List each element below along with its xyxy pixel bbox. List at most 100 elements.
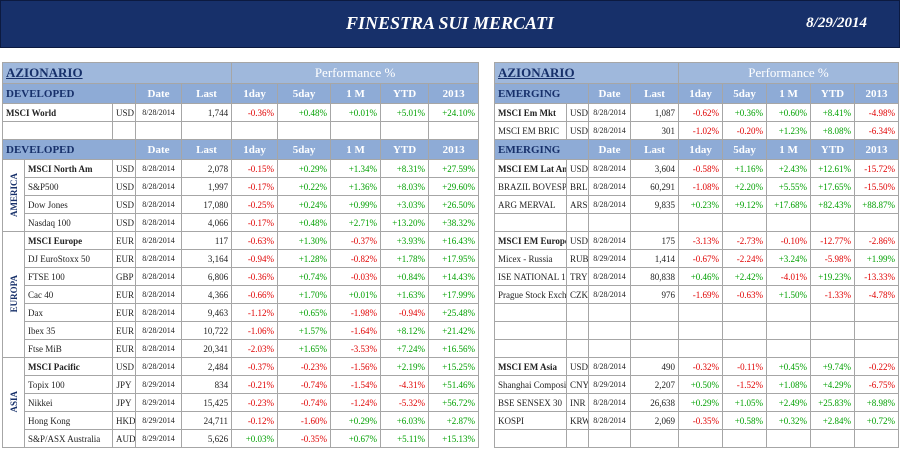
empty-cell [566, 321, 589, 340]
perf-5day: +2.20% [722, 177, 768, 196]
date: 8/28/2014 [588, 393, 631, 412]
last: 10,722 [180, 321, 233, 340]
perf-5day: +9.12% [722, 195, 768, 214]
perf-ytd: +12.61% [810, 159, 856, 178]
currency: USD [112, 159, 136, 178]
empty-cell [810, 321, 856, 340]
date: 8/29/2014 [135, 375, 182, 394]
index-name: Dax [24, 303, 113, 322]
perf-5day: -0.74% [277, 393, 332, 412]
market-row: MSCI EM BRIC USD 8/28/2014 301 -1.02% -0.20% +… [494, 121, 900, 140]
perf-1day: -0.32% [678, 357, 724, 376]
empty-cell [588, 321, 631, 340]
empty-cell [135, 121, 182, 140]
market-row: Ibex 35 EUR 8/28/2014 10,722 -1.06% +1.57% -1.… [3, 321, 480, 340]
perf-1m: +0.67% [330, 429, 382, 448]
group-label-cell: ASIA [2, 357, 25, 448]
empty-cell [854, 303, 900, 322]
perf-ytd: +13.20% [380, 213, 430, 232]
column-header: 2013 [428, 83, 480, 104]
last: 2,207 [629, 375, 680, 394]
group-label: EUROPA [8, 274, 19, 313]
market-row: MSCI Em Mkt USD 8/28/2014 1,087 -0.62% +0.36%… [494, 103, 900, 122]
empty-cell [231, 121, 279, 140]
column-header: 1 M [330, 83, 382, 104]
perf-5day: +0.24% [277, 195, 332, 214]
currency: USD [112, 357, 136, 376]
perf-2013: +88.87% [854, 195, 900, 214]
date: 8/29/2014 [135, 429, 182, 448]
empty-cell [494, 429, 567, 448]
perf-ytd: +8.12% [380, 321, 430, 340]
section-header: DEVELOPED [2, 139, 136, 160]
perf-5day: -2.73% [722, 231, 768, 250]
date: 8/28/2014 [135, 339, 182, 358]
perf-2013: +26.50% [428, 195, 480, 214]
perf-ytd: +8.41% [810, 103, 856, 122]
last: 80,838 [629, 267, 680, 286]
date: 8/28/2014 [588, 159, 631, 178]
last: 4,366 [180, 285, 233, 304]
perf-1m: +1.34% [330, 159, 382, 178]
title-bar: FINESTRA SUI MERCATI 8/29/2014 [0, 0, 900, 48]
currency: EUR [112, 339, 136, 358]
column-header: YTD [810, 83, 856, 104]
index-name: FTSE 100 [24, 267, 113, 286]
currency: USD [112, 195, 136, 214]
perf-ytd: -0.94% [380, 303, 430, 322]
perf-1day: -1.12% [231, 303, 279, 322]
perf-ytd: -5.98% [810, 249, 856, 268]
perf-1day: +0.29% [678, 393, 724, 412]
column-header: YTD [380, 83, 430, 104]
perf-1m: -0.10% [766, 231, 812, 250]
date: 8/29/2014 [135, 393, 182, 412]
index-name: MSCI EM Europe [494, 231, 567, 250]
column-header: Last [180, 83, 233, 104]
perf-1m: -0.03% [330, 267, 382, 286]
perf-ytd: +2.84% [810, 411, 856, 430]
market-table: AZIONARIO Performance % DEVELOPED Date Last 1… [1, 62, 480, 448]
currency: CNY [566, 375, 589, 394]
empty-cell [766, 303, 812, 322]
column-header: Date [135, 139, 182, 160]
market-row: Shanghai Composite CNY 8/29/2014 2,207 +0.50… [494, 375, 900, 394]
date: 8/29/2014 [588, 249, 631, 268]
index-name: Ibex 35 [24, 321, 113, 340]
empty-row [494, 429, 900, 448]
perf-5day: -0.23% [277, 357, 332, 376]
empty-cell [766, 339, 812, 358]
perf-1day: -0.66% [231, 285, 279, 304]
index-name: Ftse MiB [24, 339, 113, 358]
index-name: Topix 100 [24, 375, 113, 394]
empty-cell [494, 321, 567, 340]
perf-1m: +1.23% [766, 121, 812, 140]
date: 8/29/2014 [135, 411, 182, 430]
empty-cell [854, 339, 900, 358]
perf-1m: -1.98% [330, 303, 382, 322]
perf-1day: -0.25% [231, 195, 279, 214]
perf-1day: -0.58% [678, 159, 724, 178]
perf-ytd: +8.31% [380, 159, 430, 178]
index-name: MSCI EM BRIC [494, 121, 567, 140]
empty-cell [854, 429, 900, 448]
date: 8/28/2014 [135, 321, 182, 340]
currency: JPY [112, 375, 136, 394]
empty-cell [678, 213, 724, 232]
date: 8/28/2014 [588, 195, 631, 214]
market-table: AZIONARIO Performance % EMERGING Date Last 1d… [493, 62, 900, 448]
table-title: AZIONARIO [1, 62, 233, 84]
group-label: AMERICA [8, 172, 19, 217]
market-row: Prague Stock Exch. CZK 8/28/2014 976 -1.69% -… [494, 285, 900, 304]
group-label-cell: AMERICA [2, 159, 25, 232]
last: 3,164 [180, 249, 233, 268]
column-header: 1 M [766, 139, 812, 160]
currency: RUB [566, 249, 589, 268]
empty-cell [380, 121, 430, 140]
index-name: Nasdaq 100 [24, 213, 113, 232]
last: 9,463 [180, 303, 233, 322]
last: 26,638 [629, 393, 680, 412]
empty-cell [678, 303, 724, 322]
perf-2013: +15.13% [428, 429, 480, 448]
perf-1m: +0.32% [766, 411, 812, 430]
currency: BRL [566, 177, 589, 196]
